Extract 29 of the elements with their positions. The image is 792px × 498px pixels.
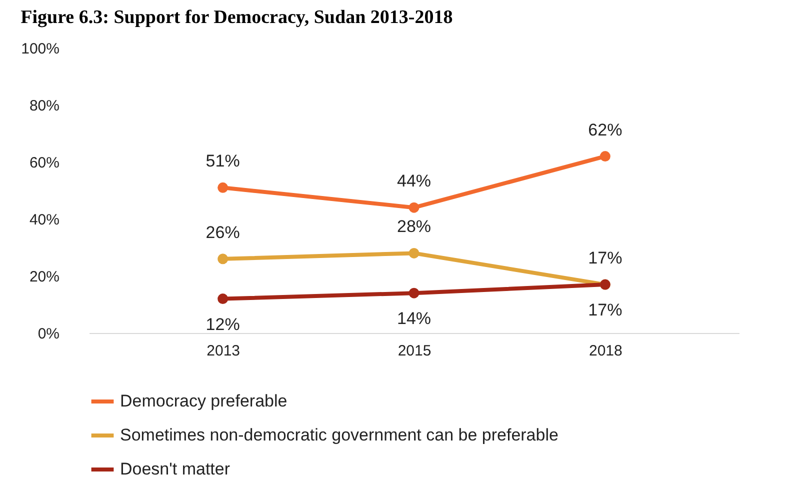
legend-label: Sometimes non-democratic government can be preferable (120, 426, 558, 444)
y-tick-label: 40% (29, 212, 60, 228)
data-label: 51% (206, 152, 240, 171)
x-tick-label: 2018 (588, 342, 622, 360)
legend-label: Democracy preferable (120, 392, 288, 410)
data-label: 28% (396, 217, 432, 236)
data-label: 17% (588, 300, 622, 320)
point (600, 151, 610, 162)
data-label: 26% (206, 222, 240, 242)
data-label: 44% (396, 172, 432, 191)
y-tick-label: 60% (29, 154, 60, 172)
data-label: 62% (588, 120, 622, 140)
x-tick-label: 2013 (206, 342, 240, 360)
data-label: 14% (396, 309, 432, 328)
legend-label: Doesn't matter (120, 460, 230, 478)
point (408, 202, 420, 213)
point (218, 182, 228, 193)
y-tick-label: 0% (38, 326, 60, 342)
point (218, 254, 228, 264)
chart-title: Figure 6.3: Support for Democracy, Sudan 2013-2018 (20, 7, 453, 28)
data-label: 12% (206, 314, 240, 334)
y-tick-label: 80% (29, 98, 60, 114)
data-label: 17% (588, 248, 622, 268)
y-tick-label: 100% (21, 40, 60, 58)
y-tick-label: 20% (29, 268, 60, 286)
point (408, 288, 420, 298)
x-tick-label: 2015 (398, 342, 432, 360)
point (408, 248, 420, 258)
point (218, 294, 228, 304)
